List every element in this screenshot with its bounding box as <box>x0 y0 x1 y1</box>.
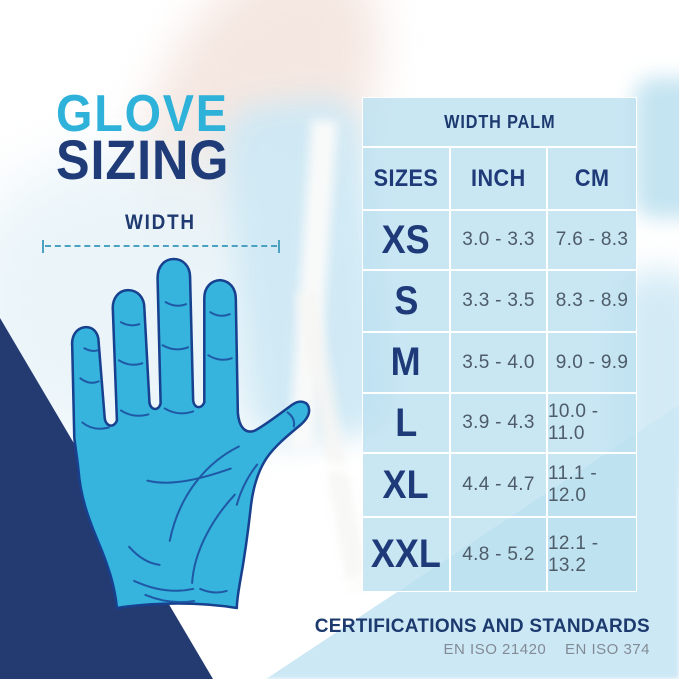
title-glove-text: GLOVE <box>56 85 229 143</box>
cell-size-l: L <box>362 393 450 453</box>
size-table: WIDTH PALM SIZES INCH CM XS 3.0 - 3.3 7.… <box>362 97 637 592</box>
certifications-heading: CERTIFICATIONS AND STANDARDS <box>314 616 650 637</box>
cell-cm-l: 10.0 - 11.0 <box>547 393 637 453</box>
width-measure-label: WIDTH <box>124 211 196 234</box>
standard-en-iso-21420: EN ISO 21420 <box>443 641 547 658</box>
glove-creases <box>79 301 296 604</box>
background-blue-blob-top-right <box>634 78 679 218</box>
cell-cm-s: 8.3 - 8.9 <box>547 270 637 332</box>
cell-cm-m: 9.0 - 9.9 <box>547 332 637 393</box>
cell-size-s: S <box>362 270 450 332</box>
cell-inch-l: 3.9 - 4.3 <box>450 393 547 453</box>
cell-size-xl: XL <box>362 453 450 517</box>
cell-size-m: M <box>362 332 450 393</box>
cell-inch-xxl: 4.8 - 5.2 <box>450 517 547 592</box>
cell-inch-s: 3.3 - 3.5 <box>450 270 547 332</box>
cell-inch-xl: 4.4 - 4.7 <box>450 453 547 517</box>
cell-cm-xxl: 12.1 - 13.2 <box>547 517 637 592</box>
measure-dashed-line <box>45 245 277 247</box>
glove-illustration <box>70 257 311 610</box>
table-title-width-palm: WIDTH PALM <box>362 97 637 147</box>
title-sizing-text: SIZING <box>56 128 230 191</box>
column-header-inch: INCH <box>450 147 547 210</box>
cell-cm-xl: 11.1 - 12.0 <box>547 453 637 517</box>
cell-size-xs: XS <box>362 210 450 270</box>
cell-inch-m: 3.5 - 4.0 <box>450 332 547 393</box>
cell-cm-xs: 7.6 - 8.3 <box>547 210 637 270</box>
title-sizing: SIZING <box>56 132 249 188</box>
standard-en-iso-374: EN ISO 374 <box>564 641 650 658</box>
width-measure-line <box>42 239 280 253</box>
certifications-standards: EN ISO 21420 EN ISO 374 <box>310 641 650 658</box>
column-header-sizes: SIZES <box>362 147 450 210</box>
measure-tick-right <box>278 239 280 253</box>
certifications-block: CERTIFICATIONS AND STANDARDS EN ISO 2142… <box>310 616 650 658</box>
measure-tick-left <box>42 239 44 253</box>
glove-outline <box>70 257 311 610</box>
cell-size-xxl: XXL <box>362 517 450 592</box>
cell-inch-xs: 3.0 - 3.3 <box>450 210 547 270</box>
column-header-cm: CM <box>547 147 637 210</box>
title-glove: GLOVE <box>56 88 248 140</box>
